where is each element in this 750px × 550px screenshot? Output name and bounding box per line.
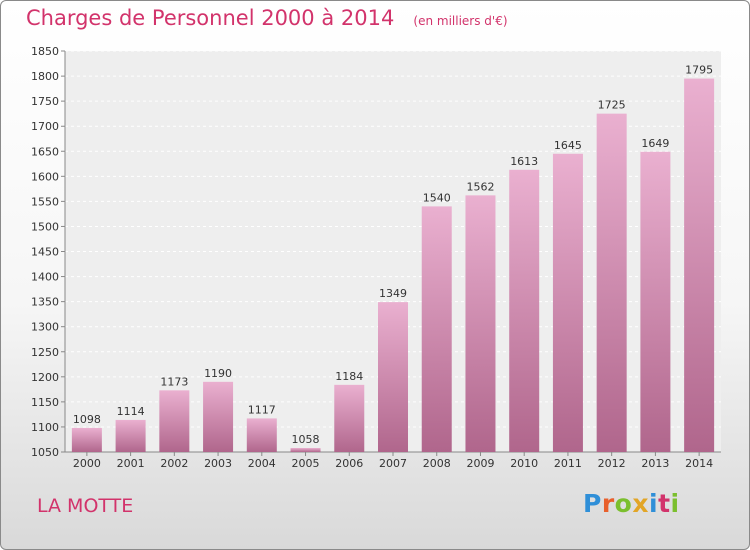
bar-2007 xyxy=(378,302,408,452)
x-tick-label: 2003 xyxy=(204,457,232,470)
y-tick-label: 1350 xyxy=(31,296,59,309)
bar-2002 xyxy=(159,390,190,452)
y-tick-label: 1850 xyxy=(31,45,59,58)
bar-value-label: 1117 xyxy=(248,403,276,416)
bar-2000 xyxy=(71,427,102,452)
bar-value-label: 1058 xyxy=(292,433,320,446)
x-tick-label: 2013 xyxy=(641,457,669,470)
bar-2014 xyxy=(684,78,715,452)
title-subtitle: (en milliers d'€) xyxy=(413,14,508,28)
bar-2003 xyxy=(203,381,234,452)
x-tick-label: 2000 xyxy=(73,457,101,470)
x-tick-label: 2012 xyxy=(598,457,626,470)
bar-value-label: 1184 xyxy=(335,370,363,383)
bar-value-label: 1114 xyxy=(117,405,145,418)
y-tick-label: 1150 xyxy=(31,396,59,409)
bar-value-label: 1540 xyxy=(423,191,451,204)
y-tick-label: 1700 xyxy=(31,120,59,133)
bar-value-label: 1190 xyxy=(204,367,232,380)
y-tick-label: 1600 xyxy=(31,170,59,183)
y-tick-label: 1450 xyxy=(31,246,59,259)
bar-2011 xyxy=(552,153,583,452)
bar-value-label: 1562 xyxy=(466,180,494,193)
x-tick-label: 2009 xyxy=(466,457,494,470)
bar-value-label: 1349 xyxy=(379,287,407,300)
x-tick-label: 2011 xyxy=(554,457,582,470)
bar-value-label: 1173 xyxy=(160,375,188,388)
y-tick-label: 1800 xyxy=(31,70,59,83)
bar-2013 xyxy=(640,151,671,452)
bar-2010 xyxy=(509,169,540,452)
y-tick-label: 1200 xyxy=(31,371,59,384)
proxiti-logo: Proxiti xyxy=(583,489,680,518)
y-tick-label: 1550 xyxy=(31,195,59,208)
bar-value-label: 1649 xyxy=(641,137,669,150)
chart-title: Charges de Personnel 2000 à 2014 (en mil… xyxy=(26,6,508,30)
y-tick-label: 1500 xyxy=(31,220,59,233)
x-tick-label: 2002 xyxy=(160,457,188,470)
x-tick-label: 2005 xyxy=(292,457,320,470)
y-tick-label: 1300 xyxy=(31,321,59,334)
bar-value-label: 1098 xyxy=(73,413,101,426)
y-tick-label: 1250 xyxy=(31,346,59,359)
x-tick-label: 2008 xyxy=(423,457,451,470)
y-tick-label: 1050 xyxy=(31,446,59,459)
bar-2004 xyxy=(246,418,277,452)
bar-2012 xyxy=(596,113,627,452)
bar-2009 xyxy=(465,195,496,453)
title-main: Charges de Personnel 2000 à 2014 xyxy=(26,6,395,30)
x-tick-label: 2006 xyxy=(335,457,363,470)
x-tick-label: 2007 xyxy=(379,457,407,470)
bar-2008 xyxy=(421,206,452,452)
bar-2001 xyxy=(115,419,146,452)
y-tick-label: 1650 xyxy=(31,145,59,158)
bar-value-label: 1645 xyxy=(554,139,582,152)
x-tick-label: 2014 xyxy=(685,457,713,470)
bar-value-label: 1725 xyxy=(598,99,626,112)
x-tick-label: 2004 xyxy=(248,457,276,470)
commune-name: LA MOTTE xyxy=(37,495,134,517)
bar-2006 xyxy=(334,384,365,452)
x-tick-label: 2010 xyxy=(510,457,538,470)
bar-value-label: 1795 xyxy=(685,64,713,77)
bar-value-label: 1613 xyxy=(510,155,538,168)
x-tick-label: 2001 xyxy=(117,457,145,470)
y-tick-label: 1100 xyxy=(31,421,59,434)
y-tick-label: 1750 xyxy=(31,95,59,108)
y-tick-label: 1400 xyxy=(31,271,59,284)
bar-2005 xyxy=(290,447,321,452)
